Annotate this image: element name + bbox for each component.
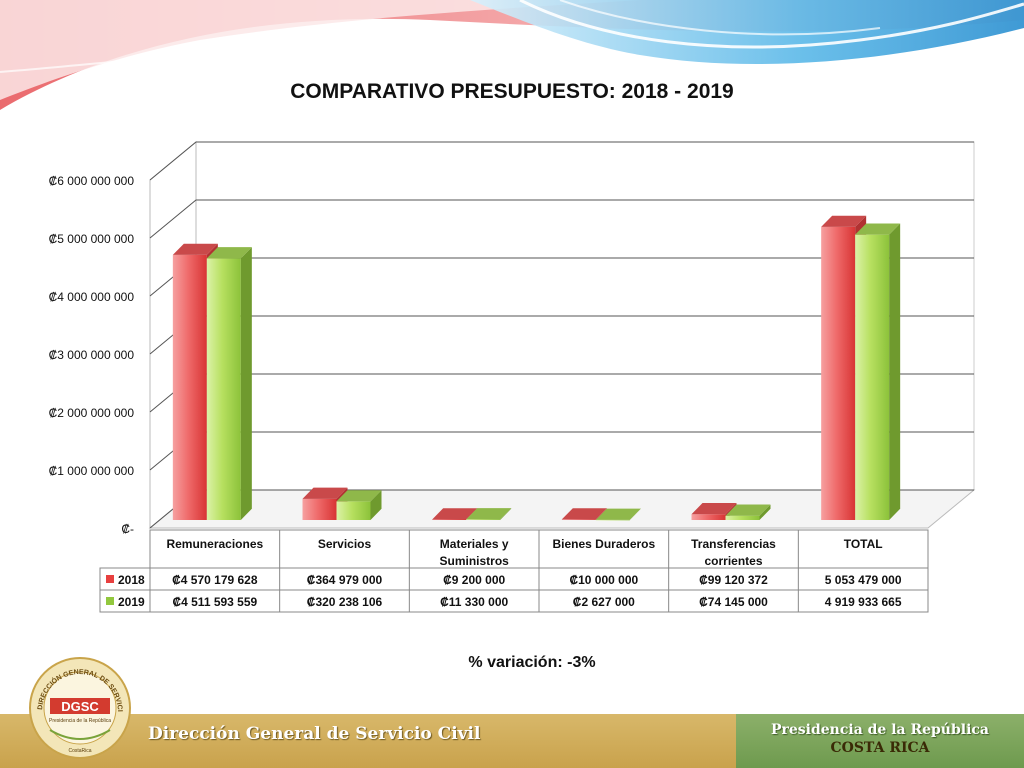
y-tick-label: ₡3 000 000 000 [49, 348, 135, 362]
y-tick-label: ₡5 000 000 000 [49, 232, 135, 246]
bar-front [466, 519, 501, 520]
bar-top [302, 487, 348, 499]
data-label: ₡99 120 372 [699, 573, 768, 587]
gridline [149, 199, 974, 239]
category-label: Transferencias [691, 537, 776, 551]
data-label: ₡11 330 000 [440, 595, 508, 609]
category-label: Servicios [318, 537, 372, 551]
legend-label-2018: 2018 [118, 573, 145, 587]
bar-2019-5 [855, 223, 901, 520]
logo-subtext: Presidencia de la República [49, 718, 111, 724]
legend-swatch-2018 [106, 575, 114, 583]
data-label: ₡4 570 179 628 [172, 573, 258, 587]
category-label: Materiales y [440, 537, 509, 551]
y-tick-label: ₡6 000 000 000 [49, 174, 135, 188]
data-label: ₡10 000 000 [569, 573, 638, 587]
y-tick-label: ₡2 000 000 000 [49, 406, 135, 420]
category-label: Bienes Duraderos [552, 537, 655, 551]
bar-2019-1 [336, 490, 382, 520]
bar-2019-4 [725, 504, 771, 520]
legend-swatch-2019 [106, 597, 114, 605]
bar-top [595, 508, 641, 520]
header-decoration [0, 0, 1024, 110]
bar-top [432, 508, 478, 520]
data-label: ₡4 511 593 559 [172, 595, 257, 609]
data-label: ₡364 979 000 [307, 573, 383, 587]
bar-front [172, 254, 207, 521]
bar-side [500, 508, 512, 520]
bar-top [206, 247, 252, 259]
bar-top [172, 243, 218, 255]
bar-2019-0 [206, 247, 252, 521]
bar-front [336, 501, 371, 520]
bar-top [725, 504, 771, 516]
bar-front [821, 226, 856, 520]
y-tick-label: ₡- [121, 522, 134, 536]
bar-2019-3 [595, 508, 641, 521]
bar-top [821, 215, 867, 227]
dgsc-logo: DIRECCIÓN GENERAL DE SERVICIO CIVIL DGSC… [28, 656, 131, 759]
footer-country: COSTA RICA [830, 740, 930, 756]
bar-top [561, 508, 607, 520]
bar-front [595, 519, 630, 521]
gridline [149, 141, 974, 181]
data-label: ₡320 238 106 [307, 595, 383, 609]
y-tick-label: ₡4 000 000 000 [49, 290, 135, 304]
category-label: corrientes [704, 554, 762, 568]
bar-2019-2 [466, 508, 512, 520]
category-label: TOTAL [844, 537, 883, 551]
bar-side [629, 508, 641, 520]
bar-top [691, 503, 737, 515]
logo-acronym: DGSC [61, 699, 99, 714]
bar-front [302, 498, 337, 520]
bar-side [889, 223, 901, 520]
data-label: 4 919 933 665 [825, 595, 902, 609]
bar-front [432, 519, 467, 520]
bar-front [206, 258, 241, 520]
variation-label: % variación: -3% [468, 654, 596, 671]
footer-agency-name: Dirección General de Servicio Civil [148, 724, 481, 744]
bar-front [561, 519, 596, 520]
data-label: ₡74 145 000 [699, 595, 768, 609]
bar-side [759, 504, 771, 520]
logo-bottom-text: CostaRica [68, 748, 91, 754]
data-label: ₡2 627 000 [573, 595, 635, 609]
category-label: Suministros [439, 554, 509, 568]
bar-front [855, 234, 890, 520]
bar-front [725, 515, 760, 520]
data-label: 5 053 479 000 [825, 573, 902, 587]
category-label: Remuneraciones [166, 537, 263, 551]
footer-presidency: Presidencia de la República [770, 722, 990, 738]
bar-top [466, 508, 512, 520]
bar-top [855, 223, 901, 235]
bar-front [691, 514, 726, 520]
data-label: ₡9 200 000 [443, 573, 505, 587]
legend-label-2019: 2019 [118, 595, 145, 609]
bar-side [370, 490, 382, 520]
y-tick-label: ₡1 000 000 000 [49, 464, 135, 478]
bar-chart-3d: ₡- ₡1 000 000 000 ₡2 000 000 000 ₡3 000 000… [49, 140, 976, 613]
bar-top [336, 490, 382, 502]
chart-title: COMPARATIVO PRESUPUESTO: 2018 - 2019 [290, 80, 734, 103]
footer-right-band [736, 714, 1024, 768]
bar-side [240, 247, 252, 521]
